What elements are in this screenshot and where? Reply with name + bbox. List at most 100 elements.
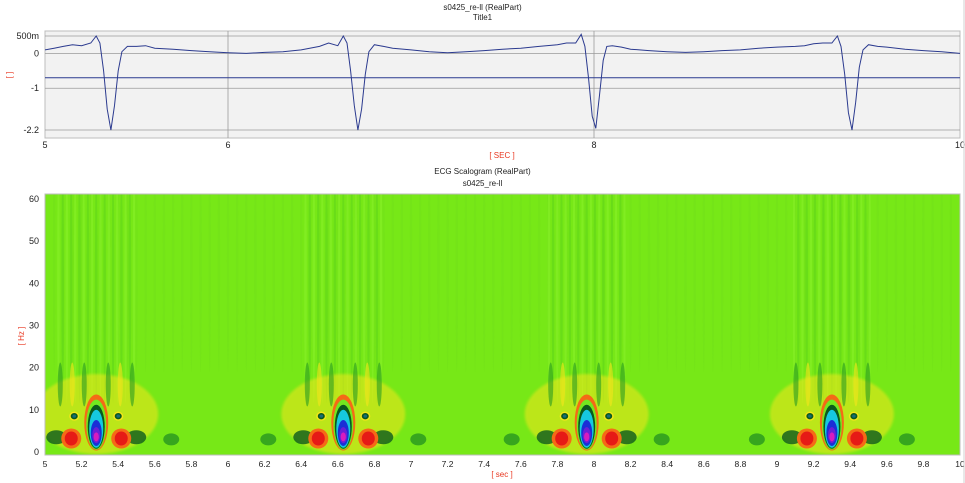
- heatmap-blob: [861, 430, 882, 445]
- heatmap-blob: [818, 194, 821, 404]
- heatmap-blob: [199, 194, 202, 373]
- heatmap-blob: [781, 430, 802, 445]
- heatmap-blob: [730, 194, 733, 373]
- heatmap-blob: [57, 362, 63, 407]
- heatmap-blob: [129, 362, 135, 407]
- heatmap-blob: [606, 194, 609, 404]
- heatmap-blob: [775, 194, 779, 373]
- heatmap-blob: [614, 194, 618, 404]
- heatmap-blob: [358, 194, 362, 404]
- heatmap-blob: [163, 433, 180, 446]
- x-tick-label: 5.2: [76, 459, 88, 469]
- heatmap-blob: [473, 194, 477, 373]
- heatmap-blob: [72, 414, 77, 418]
- heatmap-blob: [69, 362, 75, 407]
- heatmap-blob: [841, 362, 847, 407]
- y-tick-label: 40: [29, 278, 39, 288]
- heatmap-blob: [90, 194, 94, 404]
- x-tick-label: 5: [42, 140, 47, 150]
- heatmap-blob: [65, 194, 69, 404]
- heatmap-blob: [367, 194, 370, 404]
- heatmap-blob: [327, 194, 330, 373]
- heatmap-blob: [711, 194, 715, 373]
- x-tick-label: 9: [775, 459, 780, 469]
- heatmap-blob: [805, 362, 811, 407]
- heatmap-blob: [720, 194, 724, 373]
- heatmap-blob: [581, 194, 584, 404]
- x-tick-label: 5.6: [149, 459, 161, 469]
- heatmap-blob: [850, 431, 864, 446]
- heatmap-blob: [272, 194, 275, 373]
- heatmap-blob: [126, 430, 147, 445]
- heatmap-blob: [610, 194, 614, 404]
- heatmap-blob: [93, 432, 99, 442]
- heatmap-blob: [826, 194, 829, 404]
- heatmap-blob: [547, 194, 551, 404]
- chart-subtitle: Title1: [472, 13, 493, 22]
- heatmap-blob: [337, 194, 341, 404]
- heatmap-blob: [391, 194, 394, 373]
- heatmap-blob: [822, 194, 825, 404]
- heatmap-blob: [501, 194, 504, 373]
- heatmap-blob: [290, 194, 294, 373]
- x-tick-label: 5.8: [185, 459, 197, 469]
- heatmap-blob: [830, 194, 834, 404]
- heatmap-blob: [585, 194, 588, 404]
- heatmap-blob: [260, 433, 277, 446]
- heatmap-blob: [86, 194, 90, 404]
- heatmap-blob: [852, 414, 856, 418]
- heatmap-blob: [371, 194, 374, 404]
- heatmap-blob: [111, 194, 115, 404]
- heatmap-blob: [379, 194, 383, 404]
- ecg-series-line: [45, 33, 960, 131]
- heatmap-blob: [510, 194, 513, 373]
- heatmap-blob: [316, 194, 320, 404]
- heatmap-y-ticks: 0 10 20 30 40 50 60: [29, 194, 39, 457]
- heatmap-blob: [548, 362, 554, 407]
- heatmap-x-ticks: 5 5.2 5.4 5.6 5.8 6 6.2 6.4 6.6 6.8 7 7.2 7.4 7.6 7.8 8…: [43, 459, 965, 469]
- x-tick-label: 7.8: [551, 459, 563, 469]
- heatmap-blob: [653, 433, 670, 446]
- heatmap-blob: [684, 194, 687, 373]
- heatmap-blob: [536, 430, 557, 445]
- heatmap-blob: [898, 433, 915, 446]
- heatmap-blob: [364, 362, 370, 407]
- heatmap-blob: [605, 431, 619, 446]
- heatmap-blob: [876, 194, 879, 373]
- heatmap-blob: [409, 194, 413, 373]
- heatmap-blob: [99, 194, 102, 404]
- x-tick-label: 7.4: [478, 459, 490, 469]
- ecg-line-chart: 500m 0 -1 -2.2 5 6 8 10 [ ] [ SEC ]: [5, 30, 965, 160]
- heatmap-blob: [629, 194, 632, 373]
- heatmap-blob: [293, 430, 314, 445]
- heatmap-blob: [144, 194, 147, 373]
- chart-title: s0425_re-ll (RealPart): [443, 3, 522, 12]
- heatmap-blob: [903, 194, 907, 373]
- y-tick-label: -2.2: [23, 125, 39, 135]
- heatmap-blob: [551, 194, 555, 404]
- scalogram-subtitle: s0425_re-ll: [462, 179, 503, 188]
- heatmap-blob: [809, 194, 813, 404]
- heatmap-blob: [171, 194, 175, 373]
- scalogram-title: ECG Scalogram (RealPart): [434, 167, 531, 176]
- heatmap-blob: [117, 362, 123, 407]
- heatmap-blob: [793, 362, 799, 407]
- y-tick-label: 0: [34, 447, 39, 457]
- x-tick-label: 8: [591, 140, 596, 150]
- heatmap-blob: [693, 194, 696, 373]
- heatmap-blob: [940, 194, 943, 373]
- heatmap-blob: [805, 194, 808, 404]
- heatmap-blob: [675, 194, 678, 373]
- heatmap-blob: [784, 194, 788, 373]
- heatmap-blob: [46, 430, 67, 445]
- x-tick-label: 8.4: [661, 459, 673, 469]
- heatmap-blob: [913, 194, 916, 373]
- y-tick-label: 0: [34, 48, 39, 58]
- heatmap-blob: [80, 194, 83, 373]
- heatmap-blob: [350, 194, 353, 404]
- heatmap-blob: [638, 194, 641, 373]
- heatmap-blob: [352, 362, 358, 407]
- heatmap-blob: [325, 194, 328, 404]
- heatmap-blob: [333, 194, 337, 404]
